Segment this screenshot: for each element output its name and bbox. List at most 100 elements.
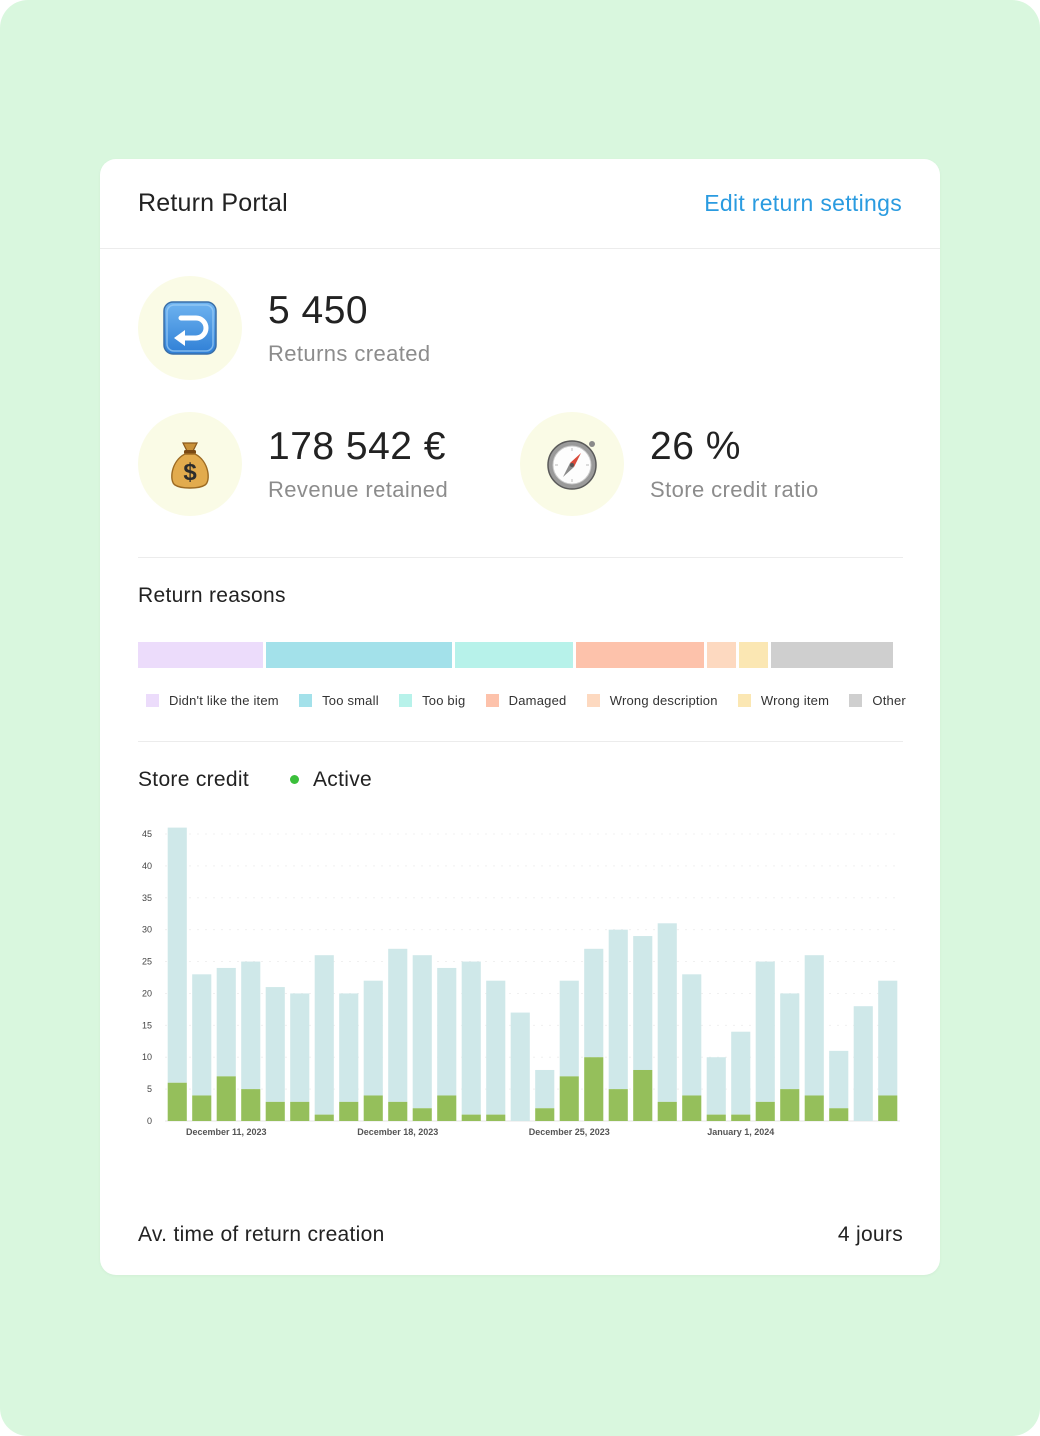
stat-label: Returns created bbox=[268, 341, 431, 366]
legend-swatch bbox=[849, 694, 863, 707]
bar-store-credit-inactive bbox=[584, 948, 604, 1058]
stat-label: Store credit ratio bbox=[650, 477, 819, 502]
status-dot bbox=[290, 775, 299, 784]
bar-store-credit bbox=[314, 1114, 334, 1121]
footer-row: Av. time of return creation 4 jours bbox=[138, 1223, 903, 1247]
y-tick-label: 15 bbox=[142, 1020, 152, 1030]
y-tick-label: 25 bbox=[142, 957, 152, 967]
bar-store-credit-inactive bbox=[608, 929, 628, 1090]
store-credit-chart: 0 5 10 15 20 25 30 35 40 45 December 11, 2023 Decem… bbox=[142, 827, 900, 1137]
bar-store-credit-inactive bbox=[706, 1057, 726, 1115]
legend-label: Other bbox=[872, 693, 906, 708]
bar-store-credit bbox=[535, 1108, 555, 1121]
y-tick-label: 45 bbox=[142, 829, 152, 839]
x-tick-label: January 1, 2024 bbox=[707, 1127, 774, 1137]
divider bbox=[138, 557, 903, 558]
store-credit-status: Active bbox=[313, 768, 372, 791]
legend-item: Damaged bbox=[485, 693, 567, 708]
legend-swatch bbox=[737, 694, 751, 707]
reason-segment bbox=[575, 642, 705, 668]
y-tick-label: 30 bbox=[142, 925, 152, 935]
bar-store-credit bbox=[241, 1089, 261, 1121]
y-tick-label: 10 bbox=[142, 1052, 152, 1062]
reason-segment bbox=[707, 642, 737, 668]
bar-store-credit bbox=[633, 1069, 653, 1121]
bar-store-credit bbox=[388, 1101, 408, 1121]
stat-value: 5 450 bbox=[268, 289, 369, 332]
legend-label: Didn't like the item bbox=[169, 693, 279, 708]
x-tick-label: December 18, 2023 bbox=[357, 1127, 438, 1137]
y-tick-label: 40 bbox=[142, 861, 152, 871]
svg-text:$: $ bbox=[183, 459, 197, 486]
legend-label: Too small bbox=[322, 693, 379, 708]
bar-store-credit-inactive bbox=[804, 955, 824, 1096]
edit-return-settings-link[interactable]: Edit return settings bbox=[704, 190, 902, 216]
bar-store-credit bbox=[780, 1089, 800, 1121]
bar-store-credit bbox=[339, 1101, 359, 1121]
return-reasons-bar bbox=[138, 642, 903, 668]
bar-store-credit bbox=[192, 1095, 212, 1121]
bar-store-credit-inactive bbox=[437, 967, 457, 1096]
y-tick-label: 5 bbox=[147, 1084, 152, 1094]
reason-segment bbox=[739, 642, 769, 668]
return-portal-card: Return Portal Edit return settings bbox=[100, 159, 940, 1275]
bar-store-credit-inactive bbox=[657, 923, 677, 1102]
legend-label: Too big bbox=[422, 693, 466, 708]
avg-return-time-label: Av. time of return creation bbox=[138, 1223, 385, 1246]
bar-store-credit-inactive bbox=[461, 961, 481, 1115]
bar-store-credit-inactive bbox=[755, 961, 775, 1102]
reason-segment bbox=[138, 642, 264, 668]
return-reasons-title: Return reasons bbox=[138, 584, 286, 607]
bar-store-credit bbox=[216, 1076, 236, 1121]
bar-store-credit-inactive bbox=[241, 961, 261, 1090]
legend-label: Wrong description bbox=[609, 693, 718, 708]
return-reasons-legend: Didn't like the item Too small Too big Dama… bbox=[146, 693, 906, 708]
bar-store-credit-inactive bbox=[192, 974, 212, 1096]
bar-store-credit bbox=[706, 1114, 726, 1121]
legend-swatch bbox=[146, 694, 159, 707]
x-tick-label: December 25, 2023 bbox=[529, 1127, 610, 1137]
bar-store-credit-inactive bbox=[363, 980, 383, 1096]
bar-store-credit bbox=[829, 1108, 849, 1121]
reason-segment bbox=[454, 642, 573, 668]
bar-store-credit-inactive bbox=[853, 1006, 873, 1121]
bar-store-credit-inactive bbox=[265, 987, 285, 1102]
bar-store-credit bbox=[731, 1114, 751, 1121]
bar-store-credit bbox=[290, 1101, 310, 1121]
bar-store-credit-inactive bbox=[559, 980, 579, 1077]
bar-store-credit-inactive bbox=[780, 993, 800, 1090]
bar-store-credit bbox=[412, 1108, 432, 1121]
bar-store-credit bbox=[486, 1114, 506, 1121]
legend-item: Didn't like the item bbox=[146, 693, 279, 708]
stat-label: Revenue retained bbox=[268, 477, 449, 502]
bar-store-credit-inactive bbox=[290, 993, 310, 1102]
legend-swatch bbox=[399, 694, 413, 707]
bar-store-credit-inactive bbox=[314, 955, 334, 1115]
bar-store-credit-inactive bbox=[510, 1012, 530, 1121]
legend-swatch bbox=[586, 694, 600, 707]
legend-swatch bbox=[299, 694, 313, 707]
stat-revenue-retained: $ 178 542 € Revenue retained bbox=[138, 412, 448, 516]
legend-label: Wrong item bbox=[760, 693, 830, 708]
legend-item: Wrong description bbox=[586, 693, 718, 708]
stat-value: 178 542 € bbox=[268, 425, 447, 468]
bar-store-credit-inactive bbox=[731, 1031, 751, 1115]
bar-store-credit-inactive bbox=[535, 1069, 555, 1109]
avg-return-time-value: 4 jours bbox=[837, 1223, 903, 1246]
legend-label: Damaged bbox=[508, 693, 567, 708]
legend-item: Other bbox=[849, 693, 906, 708]
bar-store-credit bbox=[878, 1095, 898, 1121]
compass-icon bbox=[520, 412, 624, 516]
legend-item: Too small bbox=[299, 693, 379, 708]
bar-store-credit-inactive bbox=[829, 1050, 849, 1109]
bar-store-credit bbox=[682, 1095, 702, 1121]
bar-store-credit-inactive bbox=[339, 993, 359, 1102]
bar-store-credit bbox=[804, 1095, 824, 1121]
bar-store-credit bbox=[363, 1095, 383, 1121]
stat-returns-created: 5 450 Returns created bbox=[138, 276, 431, 380]
bar-store-credit-inactive bbox=[167, 827, 187, 1083]
bar-store-credit-inactive bbox=[388, 948, 408, 1102]
money-bag-icon: $ bbox=[138, 412, 242, 516]
stat-store-credit-ratio: 26 % Store credit ratio bbox=[520, 412, 819, 516]
